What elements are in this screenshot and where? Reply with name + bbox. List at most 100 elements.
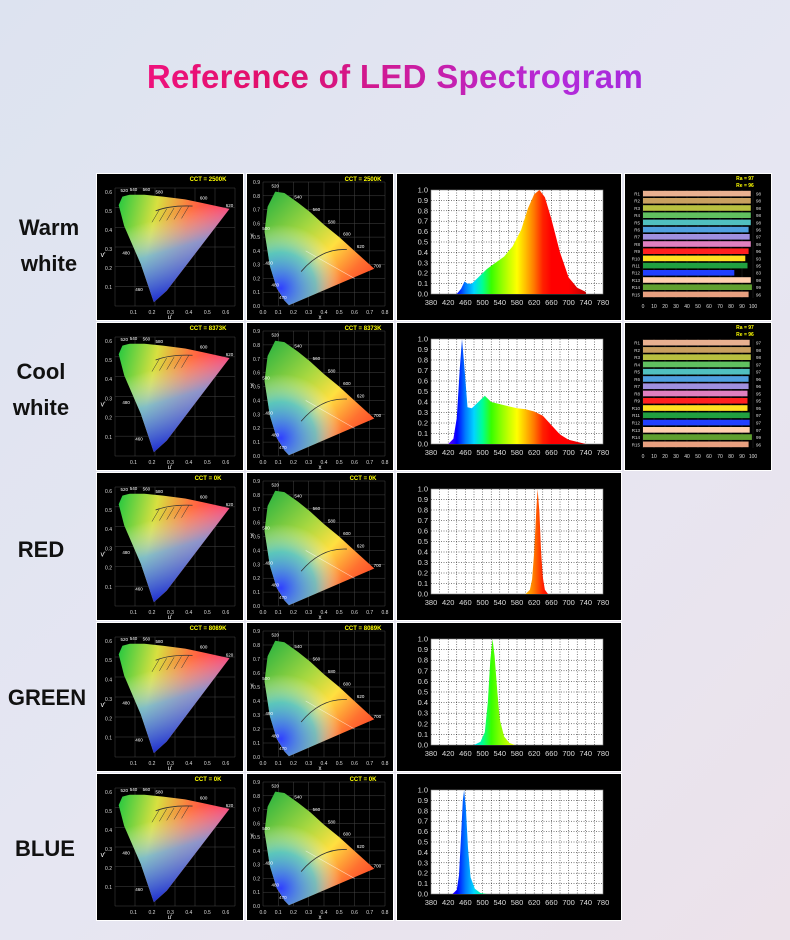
tick-label: 0.0 [418,741,428,750]
tick-label: 660 [545,298,558,307]
tick-label: 0.6 [418,827,428,836]
tick-label: 0.7 [253,657,260,663]
tick-label: 0.9 [253,329,260,335]
cri-category: R6 [634,228,640,233]
tick-label: 0.9 [418,645,428,654]
tick-label: 0.4 [253,849,260,855]
wavelength-label: 600 [343,832,351,837]
pink-gradient [305,700,355,730]
cri-category: R3 [634,355,640,360]
tick-label: 0.0 [253,454,260,460]
wavelength-label: 600 [200,345,208,350]
axis-label: y [251,833,254,839]
tick-label: 0.7 [366,910,373,916]
tick-label: 0.5 [336,460,343,466]
tick-label: 0.8 [253,343,260,349]
cri-bar [643,434,752,440]
tick-label: 500 [476,898,489,907]
spectrum-grid [431,489,603,594]
tick-label: 0.1 [253,741,260,747]
tick-label: 620 [528,749,541,758]
cct-label: CCT = 0K [350,777,378,783]
tick-label: 580 [511,749,524,758]
planckian-locus [155,205,193,212]
cri-bar [643,361,750,368]
tick-label: 0.8 [382,910,389,916]
tick-label: 0.5 [204,610,211,616]
tick-label: 0.1 [253,440,260,446]
isotherm-line [159,808,167,822]
tick-label: 0 [642,304,645,310]
cri-bar [643,412,750,419]
tick-label: 50 [695,304,701,310]
tick-label: 0.2 [290,610,297,616]
isotherm-line [166,807,175,821]
cri-category: R1 [634,192,640,197]
cri-bar [643,226,749,233]
tick-label: 0.6 [253,821,260,827]
wavelength-label: 540 [294,795,302,800]
tick-label: 0.2 [418,719,428,728]
tick-label: 0.5 [336,610,343,616]
row-label-line: RED [17,537,65,562]
wavelength-label: 520 [120,337,128,342]
cri-value: 99 [756,285,762,290]
isotherm-line [159,208,167,222]
wavelength-label: 580 [156,489,164,494]
tick-label: 0.1 [130,910,137,916]
wavelength-label: 600 [343,232,351,237]
tick-label: 0.2 [418,569,428,578]
wavelength-label: 620 [226,352,234,357]
cri-value: 98 [756,206,762,211]
tick-label: 0.3 [105,697,112,703]
tick-label: 0.4 [418,248,428,257]
tick-label: 0.7 [418,516,428,525]
cri-value: 95 [756,406,762,411]
tick-label: 420 [442,749,455,758]
cct-label: CCT = 2500K [345,177,383,183]
planckian-locus [300,699,347,723]
cri-bar [643,212,751,218]
tick-label: 0.6 [105,190,112,196]
tick-label: 40 [684,454,690,460]
cri-category: R13 [632,278,641,283]
tick-label: 0.6 [105,790,112,796]
wavelength-label: 600 [343,381,351,386]
tick-label: 70 [717,304,723,310]
wavelength-label: 560 [313,807,321,812]
axis-label: u' [168,465,172,470]
wavelength-label: 490 [265,560,273,565]
tick-label: 0.7 [253,357,260,363]
tick-label: 380 [425,598,438,607]
tick-label: 0.0 [418,290,428,299]
cri-bar [643,354,751,360]
cri-value: 96 [756,228,762,233]
tick-label: 0 [642,454,645,460]
cri-category: R12 [632,421,641,426]
tick-label: 0.2 [290,761,297,767]
tick-label: 0.6 [418,527,428,536]
row-label-line: white [20,251,78,276]
wavelength-label: 620 [357,244,365,249]
isotherm-line [151,809,160,823]
tick-label: 0.9 [253,479,260,485]
wavelength-label: 470 [279,746,287,751]
cri-category: R2 [634,199,640,204]
tick-label: 0.4 [185,910,192,916]
cri-value: 96 [756,377,762,382]
cri-bar [643,339,750,346]
cri-category: R14 [632,285,641,290]
tick-label: 700 [562,298,575,307]
wavelength-label: 560 [143,187,151,192]
cri-category: R8 [634,391,640,396]
tick-label: 0.8 [382,761,389,767]
tick-label: 0.3 [167,460,174,466]
cct-label: CCT = 0K [195,777,223,783]
tick-label: 500 [476,749,489,758]
cri-category: R9 [634,399,640,404]
wavelength-label: 620 [357,694,365,699]
tick-label: 500 [476,298,489,307]
tick-label: 0.1 [105,885,112,891]
tick-label: 460 [459,898,472,907]
tick-label: 0.7 [418,817,428,826]
